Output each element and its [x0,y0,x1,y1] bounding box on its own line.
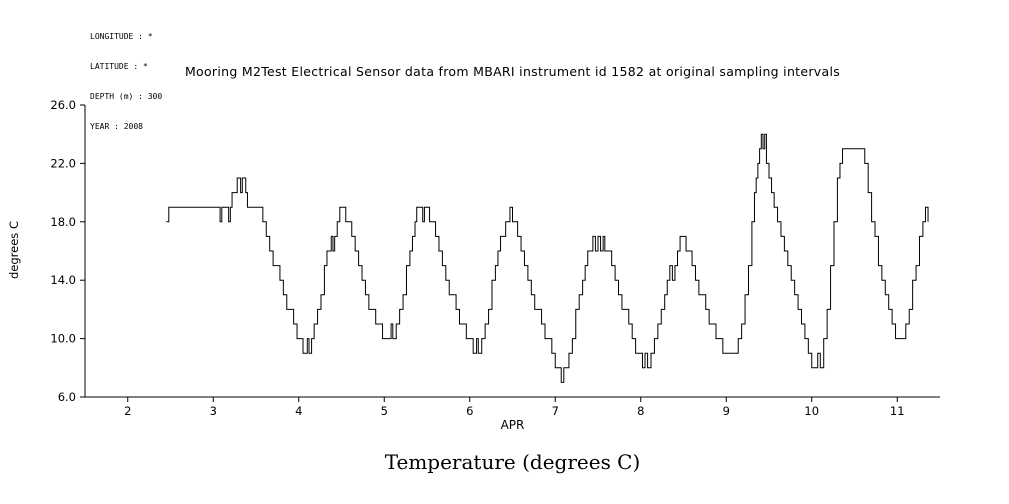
y-tick-label: 6.0 [58,390,76,404]
y-tick-label: 18.0 [50,215,76,229]
meta-depth: DEPTH (m) : 300 [90,92,163,101]
x-tick-label: 8 [637,404,644,418]
x-tick-label: 6 [466,404,473,418]
meta-latitude: LATITUDE : * [90,62,148,71]
figure-caption: Temperature (degrees C) [384,450,641,474]
y-tick-label: 14.0 [50,273,76,287]
y-tick-label: 22.0 [50,156,76,170]
y-tick-label: 10.0 [50,332,76,346]
x-tick-label: 2 [124,404,131,418]
x-tick-label: 7 [552,404,559,418]
chart-title: Mooring M2Test Electrical Sensor data fr… [184,64,841,79]
x-tick-label: 10 [804,404,819,418]
y-tick-label: 26.0 [50,98,76,112]
x-tick-label: 9 [723,404,730,418]
meta-longitude: LONGITUDE : * [90,32,153,41]
meta-year: YEAR : 2008 [90,122,143,131]
x-tick-label: 11 [890,404,905,418]
x-axis-label: APR [500,418,525,432]
header-metadata: LONGITUDE : * LATITUDE : * DEPTH (m) : 3… [90,12,162,152]
temperature-line-series [166,133,929,383]
x-tick-label: 3 [210,404,217,418]
x-tick-label: 5 [381,404,388,418]
x-tick-label: 4 [295,404,302,418]
